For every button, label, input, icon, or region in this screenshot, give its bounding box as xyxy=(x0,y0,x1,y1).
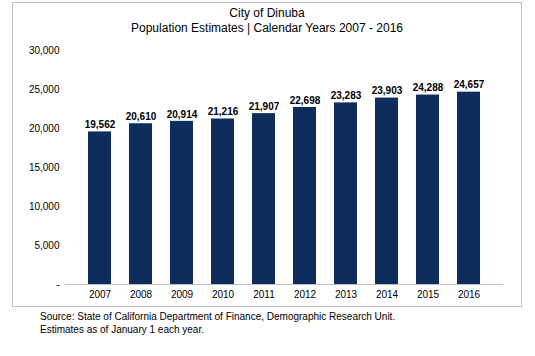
svg-text:2016: 2016 xyxy=(458,289,481,300)
svg-text:5,000: 5,000 xyxy=(34,240,59,251)
svg-text:23,903: 23,903 xyxy=(372,85,403,96)
svg-text:2008: 2008 xyxy=(130,289,153,300)
svg-text:20,610: 20,610 xyxy=(126,111,157,122)
svg-text:20,000: 20,000 xyxy=(29,123,60,134)
svg-text:2011: 2011 xyxy=(253,289,275,300)
svg-text:2013: 2013 xyxy=(335,289,358,300)
svg-text:2015: 2015 xyxy=(417,289,440,300)
html-text:Population Estimates | Calenda: Population Estimates | Calendar Years 20… xyxy=(131,21,403,35)
svg-text:2007: 2007 xyxy=(89,289,112,300)
svg-text:-: - xyxy=(56,279,59,290)
svg-text:20,914: 20,914 xyxy=(167,109,198,120)
html-text:City of Dinuba: City of Dinuba xyxy=(229,6,305,20)
svg-text:10,000: 10,000 xyxy=(29,201,60,212)
svg-text:2012: 2012 xyxy=(294,289,317,300)
svg-text:15,000: 15,000 xyxy=(29,162,60,173)
svg-text:25,000: 25,000 xyxy=(29,84,60,95)
svg-text:21,216: 21,216 xyxy=(208,106,239,117)
svg-text:19,562: 19,562 xyxy=(85,119,116,130)
svg-text:21,907: 21,907 xyxy=(249,101,280,112)
html-text:Estimates as of January 1 each: Estimates as of January 1 each year. xyxy=(40,324,204,335)
svg-text:30,000: 30,000 xyxy=(29,45,60,56)
html-text:Source: State of California De: Source: State of California Department o… xyxy=(40,311,396,322)
svg-text:24,288: 24,288 xyxy=(413,82,444,93)
svg-text:2009: 2009 xyxy=(171,289,194,300)
svg-text:24,657: 24,657 xyxy=(454,79,485,90)
svg-text:22,698: 22,698 xyxy=(290,95,321,106)
svg-text:23,283: 23,283 xyxy=(331,90,362,101)
svg-text:2014: 2014 xyxy=(376,289,399,300)
svg-text:2010: 2010 xyxy=(212,289,235,300)
